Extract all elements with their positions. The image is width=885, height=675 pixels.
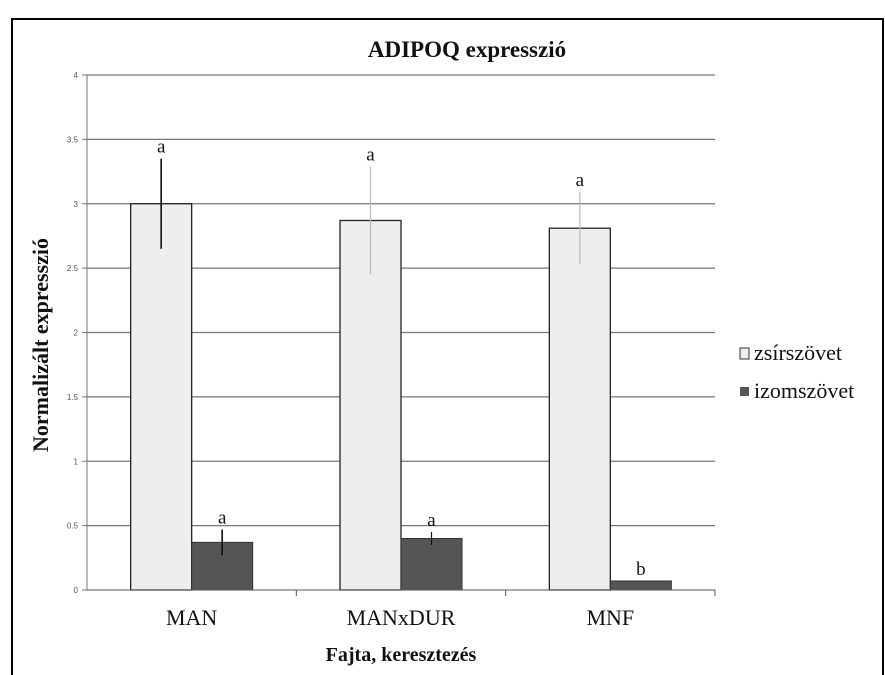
x-tick-labels: MAN MANxDUR MNF <box>166 590 716 630</box>
chart-title: ADIPOQ expresszió <box>368 37 566 62</box>
legend: zsírszövet izomszövet <box>739 340 854 403</box>
y-tick-label: 4 <box>74 71 79 80</box>
legend-label-izomszovet: izomszövet <box>754 378 854 403</box>
significance-letter: a <box>576 170 585 191</box>
legend-swatch-izomszovet <box>740 387 749 396</box>
y-tick-label: 2 <box>74 329 79 338</box>
legend-swatch-zsirszovet <box>739 347 750 360</box>
significance-letter: a <box>427 510 436 531</box>
y-axis-label: Normalizált expresszió <box>28 238 53 452</box>
y-tick-labels: 0 0.5 1 1.5 2 2.5 3 3.5 4 <box>67 71 87 595</box>
y-tick-label: 0 <box>74 586 79 595</box>
y-tick-label: 1 <box>74 457 79 466</box>
bar-zsirszovet <box>130 203 193 591</box>
significance-letter: a <box>366 144 375 165</box>
bar-izomszovet <box>400 538 463 591</box>
y-tick-label: 3 <box>74 200 79 209</box>
legend-label-zsirszovet: zsírszövet <box>754 340 842 365</box>
significance-letter: b <box>636 559 646 580</box>
x-axis-label: Fajta, keresztezés <box>326 644 477 666</box>
bar-zsirszovet <box>339 219 402 591</box>
bar-zsirszovet <box>548 227 611 591</box>
y-tick-label: 2.5 <box>67 264 79 273</box>
category-label: MAN <box>166 605 217 630</box>
significance-letter: a <box>218 507 227 528</box>
bar-izomszovet <box>609 580 672 591</box>
y-tick-label: 3.5 <box>67 135 79 144</box>
category-label: MNF <box>586 605 634 630</box>
error-bars <box>160 158 581 556</box>
bars <box>130 203 672 591</box>
significance-letters: a a a a a b <box>157 137 646 580</box>
y-tick-label: 0.5 <box>67 522 79 531</box>
significance-letter: a <box>157 137 166 158</box>
category-label: MANxDUR <box>347 605 456 630</box>
chart-frame <box>11 18 884 675</box>
y-tick-label: 1.5 <box>67 393 79 402</box>
